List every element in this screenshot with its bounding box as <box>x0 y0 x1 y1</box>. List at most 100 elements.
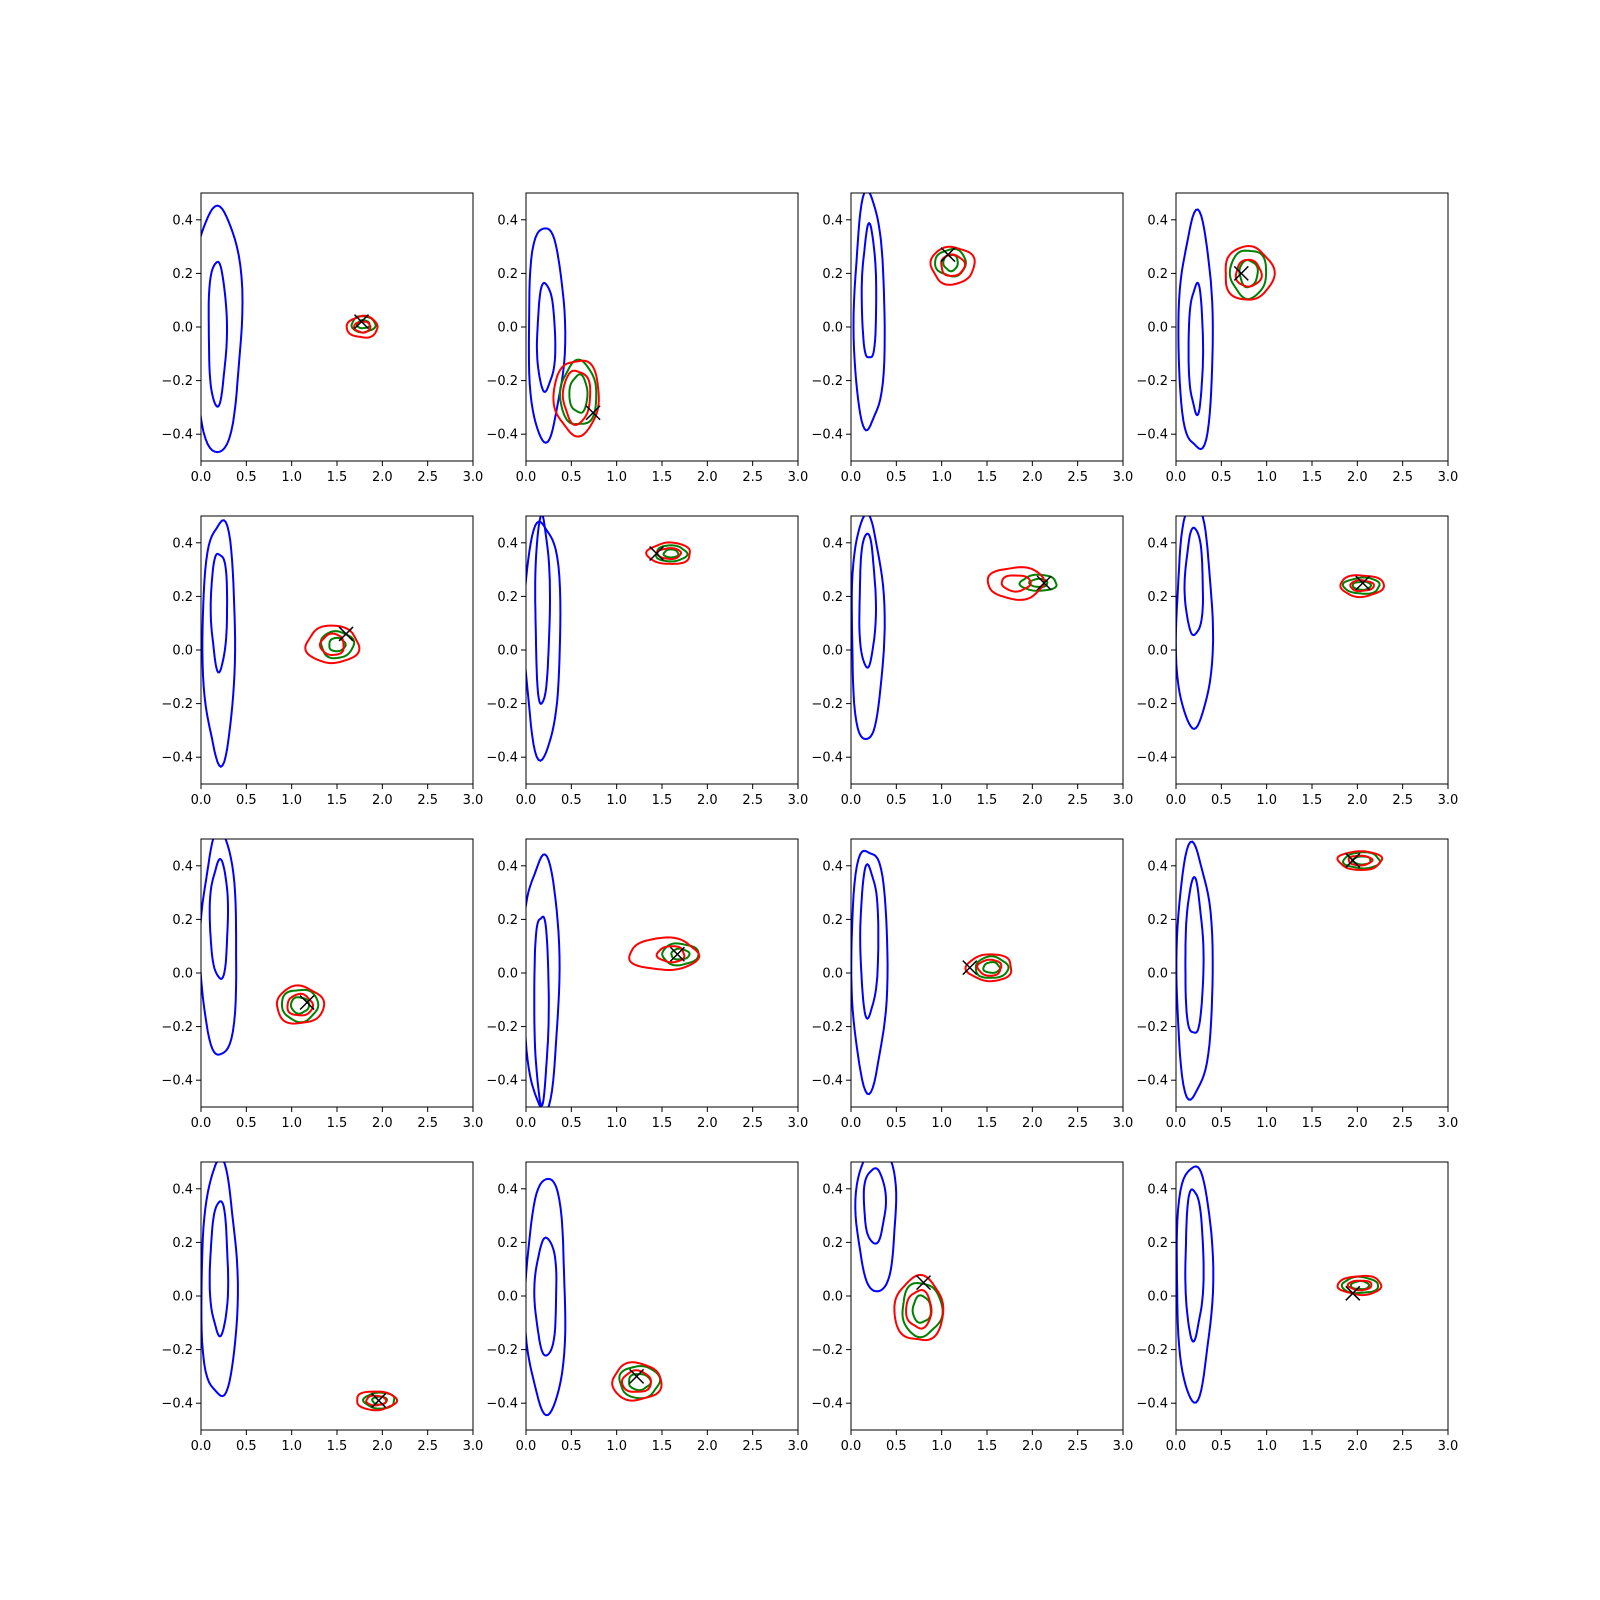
y-tick-label: 0.0 <box>172 967 193 982</box>
marker-stroke-2 <box>962 960 978 976</box>
blue-contour-2 <box>208 857 229 980</box>
x-tick-label: 1.0 <box>281 470 302 485</box>
blue-contour-2 <box>533 915 550 1107</box>
y-tick-label: 0.4 <box>497 213 518 228</box>
plot-area <box>854 1162 945 1342</box>
x-tick-label: 2.0 <box>372 1439 393 1454</box>
plot-area <box>526 853 701 1107</box>
x-tick-label: 1.5 <box>977 793 998 808</box>
x-tick-label: 2.5 <box>1067 793 1088 808</box>
y-tick-label: −0.4 <box>486 428 518 443</box>
subplot-16: 0.0 0.5 1.0 1.5 2.0 2.5 3.0 −0.4 −0.2 0.0 0.2 0.4 <box>1136 1161 1458 1454</box>
x-tick-label: 0.0 <box>516 1116 537 1131</box>
x-tick-label: 0.5 <box>886 793 907 808</box>
x-tick-label: 1.0 <box>931 1116 952 1131</box>
blue-contour-2 <box>862 1167 888 1245</box>
axes-frame <box>850 1161 1124 1431</box>
true-value-marker <box>669 946 685 962</box>
y-tick-label: 0.4 <box>172 536 193 551</box>
blue-contour-1 <box>201 1162 239 1398</box>
x-tick-label: 2.5 <box>1067 1116 1088 1131</box>
true-value-marker <box>299 994 315 1011</box>
red-contour-1 <box>356 1390 399 1412</box>
x-tick-label: 1.5 <box>652 1116 673 1131</box>
y-tick-label: −0.2 <box>486 1343 518 1358</box>
red-contour-2 <box>1000 574 1032 593</box>
x-tick-label: 1.0 <box>1256 793 1277 808</box>
x-tick-label: 0.0 <box>841 1116 862 1131</box>
red-contour-1 <box>345 314 379 339</box>
marker-stroke-2 <box>1233 265 1249 281</box>
blue-contour-1 <box>1176 1165 1215 1404</box>
x-tick-label: 2.5 <box>742 470 763 485</box>
plot-area <box>201 1162 399 1412</box>
green-contour-1 <box>1228 249 1268 301</box>
y-tick-label: −0.2 <box>811 1343 843 1358</box>
y-tick-label: −0.2 <box>161 1343 193 1358</box>
red-contour-2 <box>1347 854 1374 867</box>
y-tick-label: −0.4 <box>486 1074 518 1089</box>
red-contour-1 <box>893 1274 945 1342</box>
x-tick-label: 1.0 <box>281 793 302 808</box>
x-tick-label: 0.0 <box>191 1116 212 1131</box>
x-tick-label: 2.5 <box>417 470 438 485</box>
x-tick-label: 0.5 <box>561 1116 582 1131</box>
axes-frame <box>200 838 474 1108</box>
y-tick-label: 0.4 <box>1147 1182 1168 1197</box>
y-tick-label: 0.2 <box>497 590 518 605</box>
red-contour-2 <box>940 253 967 277</box>
y-tick-label: −0.4 <box>161 1074 193 1089</box>
red-contour-2 <box>1346 1279 1373 1292</box>
subplot-9: 0.0 0.5 1.0 1.5 2.0 2.5 3.0 −0.4 −0.2 0.0 0.2 0.4 <box>161 838 483 1131</box>
x-tick-label: 0.0 <box>191 793 212 808</box>
blue-contour-1 <box>1177 208 1214 451</box>
blue-contour-1 <box>851 516 886 741</box>
plot-area <box>852 193 976 432</box>
x-tick-label: 1.5 <box>652 1439 673 1454</box>
blue-contour-1 <box>201 204 244 454</box>
y-tick-label: 0.2 <box>822 1236 843 1251</box>
red-contour-2 <box>655 945 686 964</box>
green-contour-1 <box>974 955 1010 979</box>
green-contour-2 <box>568 373 589 414</box>
axes-frame <box>850 515 1124 785</box>
x-tick-label: 0.0 <box>1166 470 1187 485</box>
y-tick-label: −0.2 <box>1136 1020 1168 1035</box>
subplot-11: 0.0 0.5 1.0 1.5 2.0 2.5 3.0 −0.4 −0.2 0.0 0.2 0.4 <box>811 838 1133 1131</box>
blue-contour-1 <box>851 849 889 1096</box>
x-tick-label: 2.0 <box>1347 1116 1368 1131</box>
y-tick-label: 0.0 <box>822 321 843 336</box>
green-contour-1 <box>281 988 320 1024</box>
blue-contour-2 <box>208 1200 230 1338</box>
blue-contour-2 <box>207 260 228 408</box>
marker-stroke-2 <box>649 545 665 562</box>
y-tick-label: −0.2 <box>486 697 518 712</box>
x-tick-label: 2.5 <box>1392 470 1413 485</box>
axes-frame <box>200 1161 474 1431</box>
true-value-marker <box>1355 575 1371 591</box>
x-tick-label: 1.0 <box>1256 1116 1277 1131</box>
y-tick-label: −0.2 <box>486 1020 518 1035</box>
axes-frame <box>525 515 799 785</box>
y-tick-label: 0.0 <box>822 967 843 982</box>
x-tick-label: 0.0 <box>516 1439 537 1454</box>
x-tick-label: 3.0 <box>463 1439 484 1454</box>
subplot-1: 0.0 0.5 1.0 1.5 2.0 2.5 3.0 −0.4 −0.2 0.0 0.2 0.4 <box>161 192 483 485</box>
blue-contour-1 <box>1176 840 1214 1101</box>
y-tick-label: −0.2 <box>486 374 518 389</box>
x-tick-label: 3.0 <box>1113 470 1134 485</box>
y-tick-label: −0.4 <box>811 428 843 443</box>
y-tick-label: −0.4 <box>1136 1397 1168 1412</box>
plot-area <box>851 849 1013 1096</box>
x-tick-label: 2.0 <box>372 1116 393 1131</box>
red-contour-1 <box>304 624 361 665</box>
y-tick-label: 0.4 <box>1147 536 1168 551</box>
axes-frame <box>1175 515 1449 785</box>
x-tick-label: 0.0 <box>1166 1439 1187 1454</box>
y-tick-label: −0.2 <box>1136 374 1168 389</box>
marker-stroke-2 <box>353 314 370 330</box>
green-contour-2 <box>670 947 691 961</box>
y-tick-label: −0.4 <box>161 1397 193 1412</box>
x-tick-label: 0.5 <box>1211 793 1232 808</box>
